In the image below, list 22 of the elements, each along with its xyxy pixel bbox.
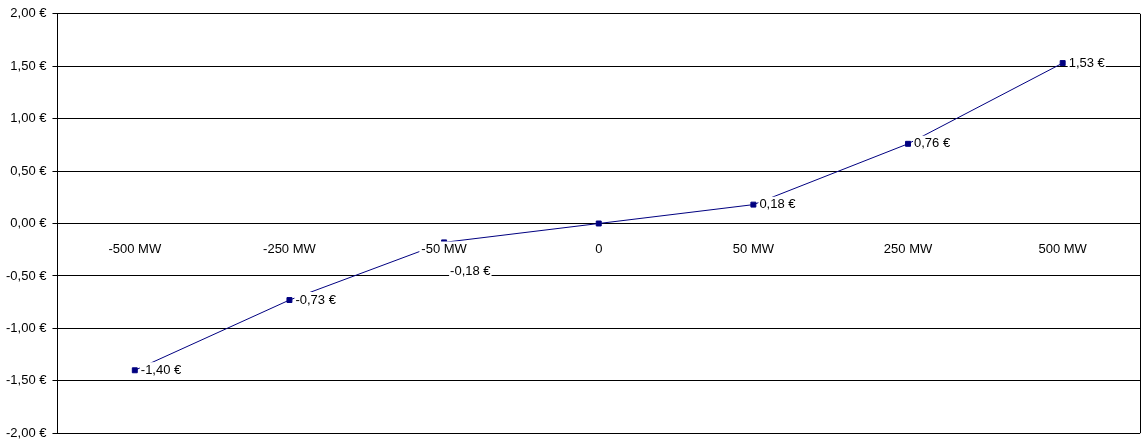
y-tick-label: -0,50 € xyxy=(5,267,48,283)
x-tick-label: -250 MW xyxy=(263,241,317,257)
data-label: 0,18 € xyxy=(759,196,797,212)
y-tick-label: -2,00 € xyxy=(5,424,48,440)
data-label: -1,40 € xyxy=(140,361,183,377)
data-label: 0,76 € xyxy=(914,135,951,151)
x-tick-label: 50 MW xyxy=(732,241,775,257)
x-tick-label: 0 xyxy=(595,241,603,257)
x-tick-label: 500 MW xyxy=(1038,241,1088,257)
y-tick-label: 1,00 € xyxy=(10,110,48,126)
data-label: -0,73 € xyxy=(295,291,337,307)
data-label: -0,18 € xyxy=(450,263,492,279)
data-label: 1,53 € xyxy=(1068,54,1106,70)
y-tick-label: 1,50 € xyxy=(10,57,48,73)
x-tick-label: -500 MW xyxy=(108,241,162,257)
x-tick-label: 250 MW xyxy=(883,241,933,257)
y-tick-label: 0,00 € xyxy=(10,215,48,231)
x-tick-label: -50 MW xyxy=(421,241,468,257)
y-tick-label: -1,50 € xyxy=(5,372,48,388)
y-tick-label: 2,00 € xyxy=(10,5,48,21)
y-tick-label: -1,00 € xyxy=(5,319,48,335)
y-tick-label: 0,50 € xyxy=(10,162,48,178)
